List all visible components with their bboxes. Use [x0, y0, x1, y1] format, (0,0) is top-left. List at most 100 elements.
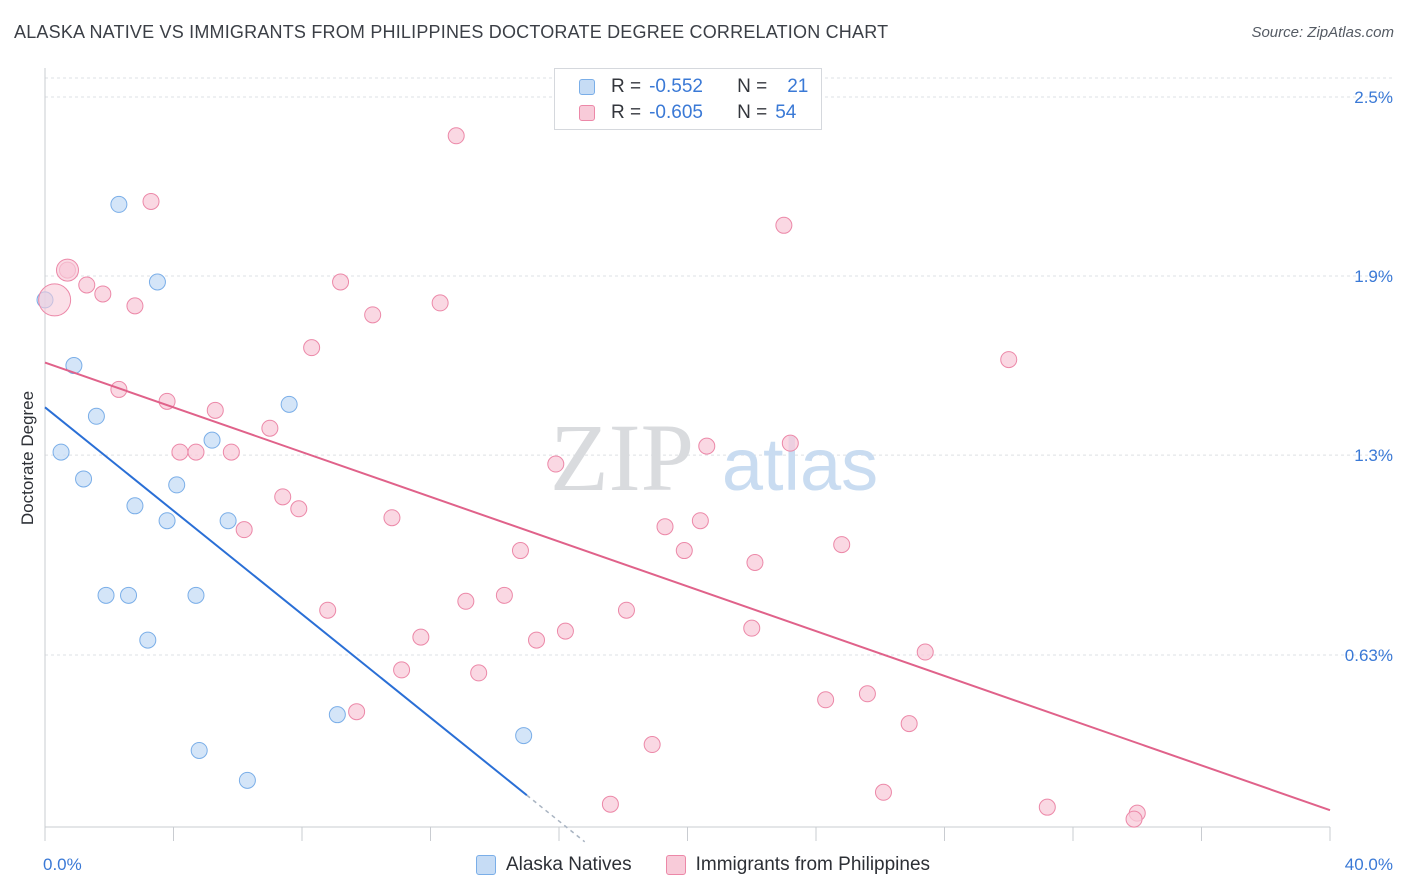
- philippines-point: [383, 509, 401, 527]
- alaska-native-point: [238, 771, 256, 789]
- legend-label-philippines: Immigrants from Philippines: [695, 854, 931, 875]
- philippines-point: [1038, 798, 1056, 816]
- philippines-point: [38, 283, 72, 317]
- r-label: R =: [611, 76, 642, 97]
- philippines-point: [746, 553, 764, 571]
- philippines-point: [431, 294, 449, 312]
- philippines-point: [78, 276, 96, 294]
- source-label: Source: ZipAtlas.com: [1251, 24, 1394, 41]
- philippines-point: [187, 443, 205, 461]
- philippines-point: [274, 488, 292, 506]
- philippines-point: [1000, 351, 1018, 369]
- alaska-native-point: [328, 706, 346, 724]
- legend-item-alaska-natives: Alaska Natives: [475, 854, 632, 876]
- philippines-point: [817, 691, 835, 709]
- alaska-native-point: [52, 443, 70, 461]
- philippines-point: [319, 601, 337, 619]
- alaska-native-point: [110, 195, 128, 213]
- philippines-point: [601, 795, 619, 813]
- philippines-point: [675, 542, 693, 560]
- points-layer: [36, 127, 1146, 828]
- philippines-point: [206, 401, 224, 419]
- alaska-native-point: [158, 512, 176, 530]
- axis-layer: [44, 68, 1331, 841]
- philippines-point: [698, 437, 716, 455]
- philippines-point: [775, 216, 793, 234]
- philippines-swatch: [579, 105, 595, 121]
- y-tick-label: 1.9%: [1354, 267, 1393, 286]
- grid-layer: [45, 77, 1395, 656]
- philippines-point: [743, 619, 761, 637]
- legend-label-alaska: Alaska Natives: [505, 854, 632, 875]
- alaska-native-point: [280, 395, 298, 413]
- n-label: N =: [737, 102, 768, 123]
- philippines-point: [470, 664, 488, 682]
- n-value: 21: [787, 76, 809, 97]
- philippines-point: [303, 339, 321, 357]
- y-tick-label: 1.3%: [1354, 446, 1393, 465]
- alaska-native-point: [120, 586, 138, 604]
- philippines-point: [457, 592, 475, 610]
- philippines-point: [900, 715, 918, 733]
- philippines-point: [393, 661, 411, 679]
- stats-row-philippines: R = -0.605 N = 54: [579, 101, 796, 125]
- philippines-point: [126, 297, 144, 315]
- alaska-native-point: [168, 476, 186, 494]
- alaska-native-point: [219, 512, 237, 530]
- philippines-point: [858, 685, 876, 703]
- philippines-point: [235, 521, 253, 539]
- philippines-point: [916, 643, 934, 661]
- watermark-zip: ZIP: [550, 404, 694, 511]
- philippines-point: [171, 443, 189, 461]
- philippines-point: [332, 273, 350, 291]
- philippines-point: [691, 512, 709, 530]
- legend-swatch-philippines: [665, 855, 686, 875]
- alaska-native-point: [190, 741, 208, 759]
- philippines-point: [643, 736, 661, 754]
- philippines-point: [495, 586, 513, 604]
- watermark: ZIP atlas: [550, 404, 878, 511]
- philippines-point: [110, 380, 128, 398]
- alaska-trend-extension: [526, 794, 586, 843]
- n-value: 54: [775, 102, 797, 123]
- alaska-native-point: [126, 497, 144, 515]
- stats-row-alaska: R = -0.552 N = 21: [579, 75, 808, 99]
- x-tick-label-right: 40.0%: [1345, 855, 1393, 874]
- stats-legend: R = -0.552 N = 21 R = -0.605 N = 54: [554, 68, 822, 130]
- philippines-point: [511, 542, 529, 560]
- legend-swatch-alaska: [475, 855, 496, 875]
- philippines-point: [222, 443, 240, 461]
- philippines-point: [364, 306, 382, 324]
- y-tick-label: 0.63%: [1345, 646, 1393, 665]
- r-value: -0.552: [649, 76, 703, 97]
- alaska-trend-line: [44, 406, 528, 797]
- philippines-point: [412, 628, 430, 646]
- philippines-point: [55, 258, 79, 282]
- philippines-point: [528, 631, 546, 649]
- philippines-point: [290, 500, 308, 518]
- philippines-trend-line: [44, 361, 1331, 812]
- philippines-point: [447, 127, 465, 145]
- philippines-point: [656, 518, 674, 536]
- alaska-native-point: [148, 273, 166, 291]
- philippines-point: [261, 419, 279, 437]
- watermark-atlas: atlas: [722, 423, 878, 506]
- alaska-native-point: [139, 631, 157, 649]
- alaska-native-point: [203, 431, 221, 449]
- philippines-point: [348, 703, 366, 721]
- series-legend: Alaska Natives Immigrants from Philippin…: [0, 852, 1406, 878]
- alaska-native-point: [87, 407, 105, 425]
- alaska-native-point: [75, 470, 93, 488]
- philippines-point: [833, 536, 851, 554]
- philippines-point: [1125, 810, 1143, 828]
- legend-item-philippines: Immigrants from Philippines: [665, 854, 931, 876]
- alaska-native-point: [97, 586, 115, 604]
- philippines-point: [556, 622, 574, 640]
- philippines-point: [874, 783, 892, 801]
- x-tick-label-left: 0.0%: [43, 855, 82, 874]
- alaska-native-point: [515, 727, 533, 745]
- philippines-point: [547, 455, 565, 473]
- chart-title: ALASKA NATIVE VS IMMIGRANTS FROM PHILIPP…: [14, 22, 889, 42]
- tick-label-layer: 2.5% 1.9% 1.3% 0.63% 0.0% 40.0%: [43, 88, 1393, 874]
